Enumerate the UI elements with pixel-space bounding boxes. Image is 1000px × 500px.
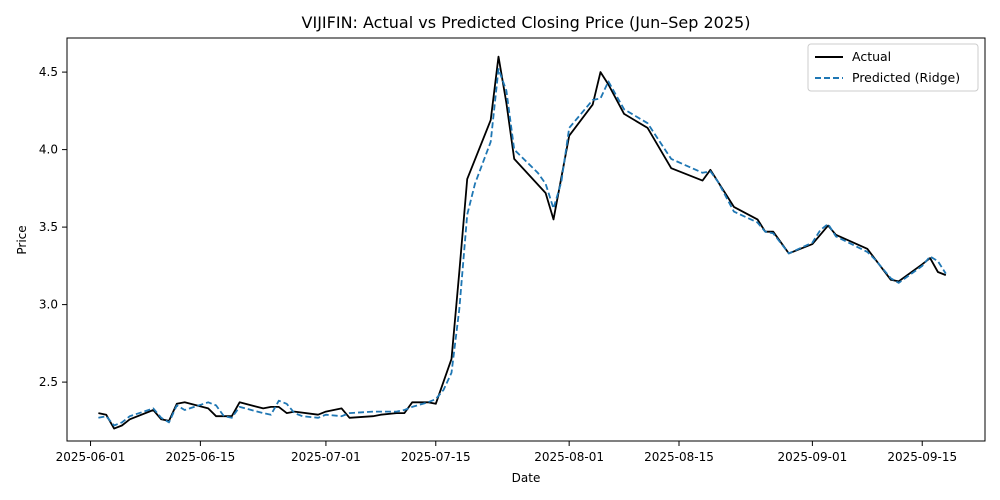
- legend-label-predicted: Predicted (Ridge): [852, 70, 960, 85]
- legend-label-actual: Actual: [852, 49, 891, 64]
- x-tick-label: 2025-06-01: [56, 450, 126, 464]
- actual-series-line: [98, 55, 947, 430]
- plot-area: [98, 55, 947, 430]
- y-tick-label: 3.5: [39, 220, 58, 234]
- y-axis: 2.5 3.0 3.5 4.0 4.5: [39, 65, 67, 389]
- x-tick-label: 2025-06-15: [166, 450, 236, 464]
- x-tick-label: 2025-07-01: [291, 450, 361, 464]
- x-axis-label: Date: [512, 471, 541, 485]
- x-tick-label: 2025-09-01: [778, 450, 848, 464]
- x-axis: 2025-06-01 2025-06-15 2025-07-01 2025-07-15…: [56, 441, 957, 464]
- x-tick-label: 2025-09-15: [887, 450, 957, 464]
- chart-title: VIJIFIN: Actual vs Predicted Closing Pri…: [302, 13, 751, 32]
- axes-frame: [66, 37, 986, 442]
- x-tick-label: 2025-08-15: [644, 450, 714, 464]
- predicted-series-line: [98, 68, 947, 427]
- y-axis-label: Price: [15, 225, 29, 254]
- y-tick-label: 4.0: [39, 143, 58, 157]
- x-tick-label: 2025-07-15: [401, 450, 471, 464]
- y-tick-label: 2.5: [39, 375, 58, 389]
- legend-box: [807, 43, 979, 92]
- y-tick-label: 4.5: [39, 65, 58, 79]
- legend: Actual Predicted (Ridge): [807, 43, 979, 92]
- x-tick-label: 2025-08-01: [534, 450, 604, 464]
- y-tick-label: 3.0: [39, 298, 58, 312]
